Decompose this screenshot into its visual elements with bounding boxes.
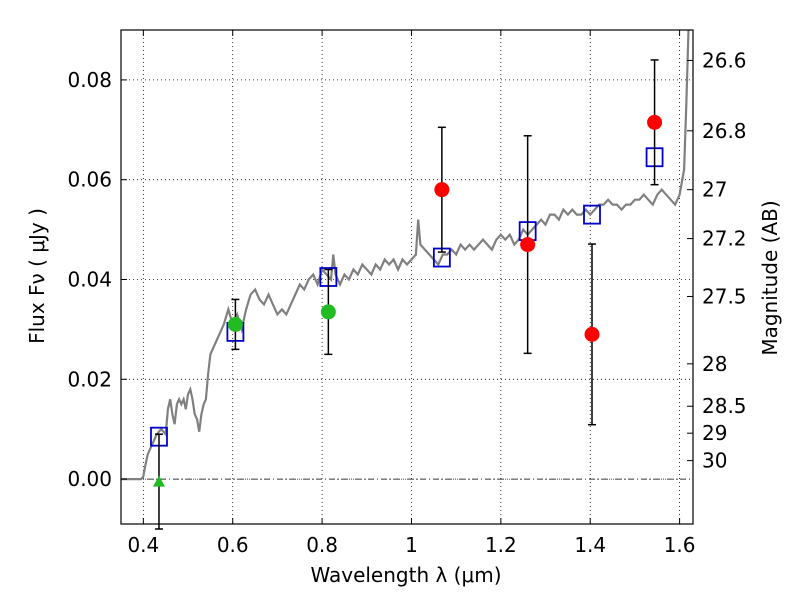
observed-point <box>584 326 600 342</box>
magnitude-axis-ticks: 26.6 26.8 27 27.2 27.5 28 28.5 29 30 <box>687 48 747 473</box>
x-axis-label: Wavelength λ (μm) <box>310 563 501 587</box>
magnitude-tick-label: 27.2 <box>702 227 747 251</box>
observed-point <box>647 114 663 130</box>
magnitude-tick-label: 29 <box>702 421 727 445</box>
observed-photometry-points <box>152 114 663 487</box>
observed-point <box>227 316 243 332</box>
errorbars <box>154 59 659 530</box>
y-tick-label: 0.06 <box>67 168 112 192</box>
magnitude-tick-label: 26.8 <box>702 119 747 143</box>
y-tick-label: 0.02 <box>67 367 112 391</box>
observed-point <box>520 237 536 253</box>
x-tick-label: 1 <box>405 533 418 557</box>
magnitude-tick-label: 28 <box>702 352 727 376</box>
y-tick-label: 0.08 <box>67 68 112 92</box>
x-tick-label: 0.4 <box>127 533 159 557</box>
model-photometry-points <box>150 147 664 447</box>
sed-model-line <box>121 29 690 481</box>
y-tick-label: 0.04 <box>67 267 112 291</box>
x-tick-label: 0.6 <box>217 533 249 557</box>
x-tick-label: 1.6 <box>664 533 696 557</box>
observed-point <box>320 304 336 320</box>
model-point <box>583 204 601 225</box>
magnitude-tick-label: 28.5 <box>702 394 747 418</box>
magnitude-tick-label: 27.5 <box>702 284 747 308</box>
grid <box>121 30 693 524</box>
observed-upper-limit-point <box>152 475 165 487</box>
plot-frame <box>120 29 694 525</box>
magnitude-tick-label: 27 <box>702 178 727 202</box>
y-axis-label: Flux Fν ( μJy ) <box>25 208 49 344</box>
magnitude-tick-label: 30 <box>702 449 727 473</box>
x-tick-label: 1.4 <box>574 533 606 557</box>
x-tick-label: 0.8 <box>306 533 338 557</box>
x-tick-label: 1.2 <box>485 533 517 557</box>
y-axis-ticks: 0.00 0.02 0.04 0.06 0.08 <box>67 68 127 491</box>
magnitude-axis-label: Magnitude (AB) <box>758 200 782 355</box>
x-axis-ticks: 0.4 0.6 0.8 1 1.2 1.4 1.6 <box>127 30 696 557</box>
magnitude-tick-label: 26.6 <box>702 48 747 72</box>
y-tick-label: 0.00 <box>67 467 112 491</box>
observed-point <box>434 182 450 198</box>
